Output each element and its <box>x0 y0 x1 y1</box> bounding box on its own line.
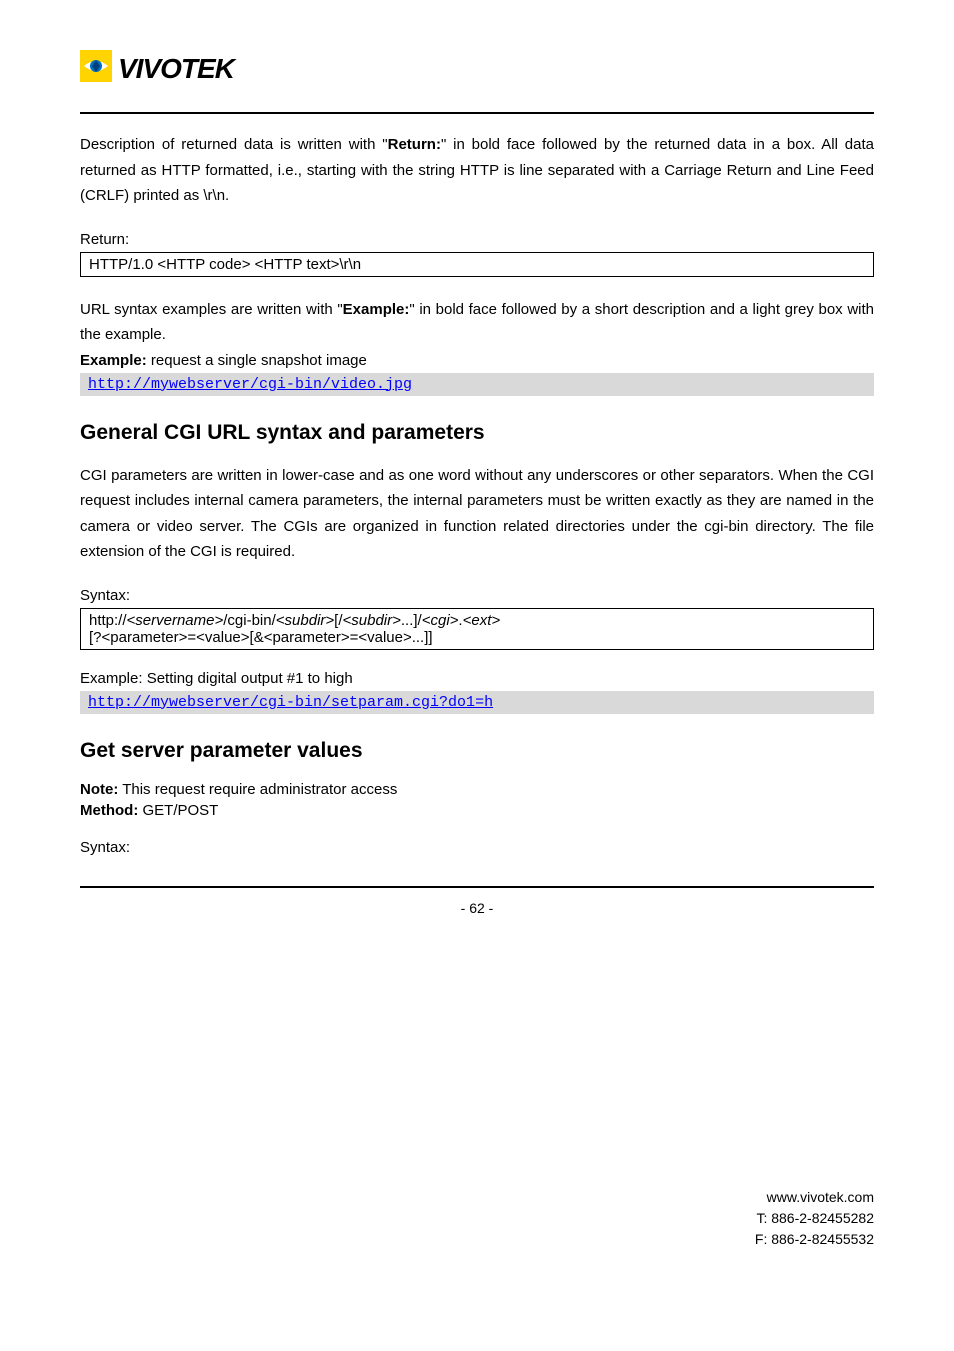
note-line: Note: This request require administrator… <box>80 781 874 798</box>
footer-contact: www.vivotek.com T: 886-2-82455282 F: 886… <box>755 1187 874 1250</box>
example-url-box: http://mywebserver/cgi-bin/video.jpg <box>80 373 874 396</box>
heading-general-cgi: General CGI URL syntax and parameters <box>80 421 874 445</box>
return-code-box: HTTP/1.0 <HTTP code> <HTTP text>\r\n <box>80 252 874 277</box>
syntax-label-2: Syntax: <box>80 839 874 856</box>
example-label: Example: request a single snapshot image <box>80 352 874 369</box>
return-label: Return: <box>80 231 874 248</box>
example-url-link[interactable]: http://mywebserver/cgi-bin/video.jpg <box>88 376 412 393</box>
heading-get-server: Get server parameter values <box>80 739 874 763</box>
page-number: - 62 - <box>80 900 874 916</box>
intro-example-para: URL syntax examples are written with "Ex… <box>80 297 874 348</box>
logo-block: VIVOTEK <box>80 50 874 87</box>
example2-url-box: http://mywebserver/cgi-bin/setparam.cgi?… <box>80 691 874 714</box>
example2-url-link[interactable]: http://mywebserver/cgi-bin/setparam.cgi?… <box>88 694 493 711</box>
top-rule <box>80 112 874 114</box>
logo-text: VIVOTEK <box>118 53 234 85</box>
syntax-label: Syntax: <box>80 587 874 604</box>
syntax-code-box: http://<servername>/cgi-bin/<subdir>[/<s… <box>80 608 874 650</box>
footer-url: www.vivotek.com <box>755 1187 874 1208</box>
bottom-rule <box>80 886 874 888</box>
footer-fax: F: 886-2-82455532 <box>755 1229 874 1250</box>
vivotek-eye-icon <box>80 50 112 87</box>
example2-label: Example: Setting digital output #1 to hi… <box>80 670 874 687</box>
cgi-para: CGI parameters are written in lower-case… <box>80 463 874 565</box>
method-line: Method: GET/POST <box>80 802 874 819</box>
footer-tel: T: 886-2-82455282 <box>755 1208 874 1229</box>
intro-return-para: Description of returned data is written … <box>80 132 874 209</box>
